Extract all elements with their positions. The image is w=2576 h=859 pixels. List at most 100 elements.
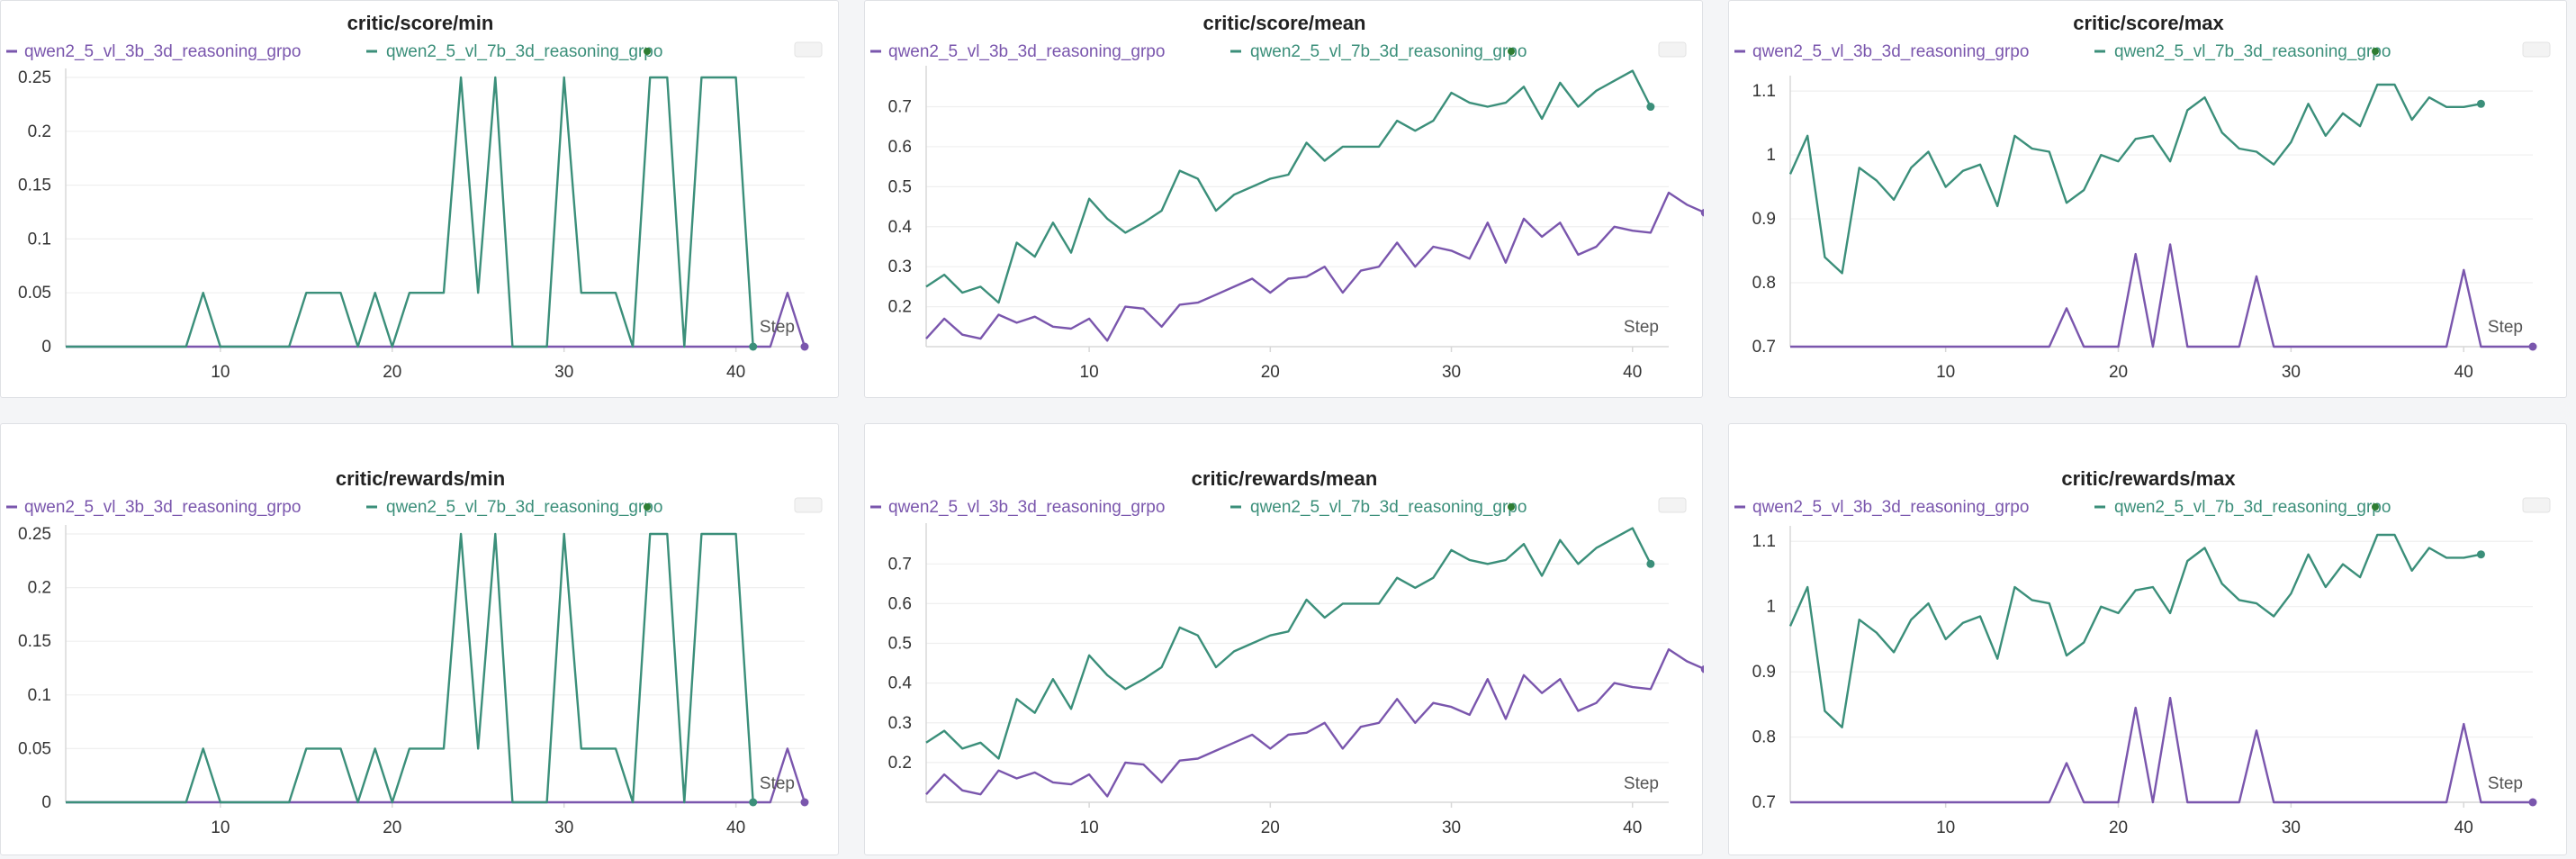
- y-tick-label: 0.8: [1752, 728, 1776, 747]
- x-tick-label: 40: [1623, 818, 1642, 837]
- chart-title: critic/score/mean: [1203, 12, 1366, 34]
- series-line-7b[interactable]: [66, 76, 754, 348]
- series-end-point-7b: [1646, 103, 1655, 112]
- legend[interactable]: qwen2_5_vl_3b_3d_reasoning_grpo qwen2_5_v…: [870, 498, 1527, 517]
- y-tick-label: 0: [41, 338, 51, 357]
- x-axis-label: Step: [1624, 774, 1659, 793]
- legend-label-3b[interactable]: qwen2_5_vl_3b_3d_reasoning_grpo: [888, 498, 1165, 517]
- series-line-3b[interactable]: [66, 292, 806, 348]
- legend[interactable]: qwen2_5_vl_3b_3d_reasoning_grpo qwen2_5_v…: [1734, 42, 2391, 61]
- y-tick-label: 0: [41, 793, 51, 812]
- y-tick-label: 0.2: [888, 754, 912, 773]
- legend[interactable]: qwen2_5_vl_3b_3d_reasoning_grpo qwen2_5_v…: [6, 42, 662, 61]
- series-end-point-3b: [2528, 342, 2537, 351]
- legend[interactable]: qwen2_5_vl_3b_3d_reasoning_grpo qwen2_5_v…: [1734, 498, 2391, 517]
- x-tick-label: 40: [726, 818, 745, 837]
- y-tick-label: 0.15: [18, 176, 51, 195]
- chart-panel-rewards-min: critic/rewards/min qwen2_5_vl_3b_3d_reaso…: [0, 423, 839, 855]
- y-tick-label: 0.7: [1752, 793, 1776, 812]
- x-tick-label: 20: [2109, 363, 2128, 382]
- y-tick-label: 1.1: [1752, 532, 1776, 551]
- panel-menu-button[interactable]: [1658, 497, 1687, 513]
- series-line-3b[interactable]: [66, 747, 806, 804]
- series-end-point-7b: [2476, 550, 2485, 559]
- y-tick-label: 0.6: [888, 138, 912, 157]
- panel-menu-button[interactable]: [2522, 41, 2551, 58]
- x-axis-label: Step: [1624, 318, 1659, 337]
- series-line-3b[interactable]: [925, 191, 1704, 342]
- legend[interactable]: qwen2_5_vl_3b_3d_reasoning_grpo qwen2_5_v…: [6, 498, 662, 517]
- legend-label-3b[interactable]: qwen2_5_vl_3b_3d_reasoning_grpo: [888, 42, 1165, 61]
- series-line-3b[interactable]: [925, 647, 1704, 798]
- chart-title: critic/rewards/min: [336, 467, 505, 490]
- series-line-3b[interactable]: [1790, 243, 2533, 348]
- legend-label-7b[interactable]: qwen2_5_vl_7b_3d_reasoning_grpo: [1250, 42, 1527, 61]
- legend-label-3b[interactable]: qwen2_5_vl_3b_3d_reasoning_grpo: [1752, 498, 2029, 517]
- x-tick-label: 30: [554, 363, 573, 382]
- series-end-point-3b: [1700, 665, 1704, 674]
- chart-svg: critic/rewards/min qwen2_5_vl_3b_3d_reaso…: [6, 467, 823, 837]
- panel-menu-button[interactable]: [794, 41, 823, 58]
- panel-menu-button[interactable]: [794, 497, 823, 513]
- y-tick-label: 0.4: [888, 674, 913, 693]
- chart-title: critic/score/min: [347, 12, 494, 34]
- legend-dot-7b: [644, 48, 651, 55]
- legend-label-3b[interactable]: qwen2_5_vl_3b_3d_reasoning_grpo: [24, 498, 301, 517]
- x-tick-label: 20: [2109, 818, 2128, 837]
- series-line-7b[interactable]: [66, 532, 754, 804]
- series-end-point-3b: [1700, 208, 1704, 217]
- y-tick-label: 0.5: [888, 635, 912, 654]
- legend-label-7b[interactable]: qwen2_5_vl_7b_3d_reasoning_grpo: [1250, 498, 1527, 517]
- y-tick-label: 0.7: [888, 98, 912, 117]
- x-tick-label: 10: [1936, 363, 1955, 382]
- y-tick-label: 0.5: [888, 177, 912, 196]
- series-line-7b[interactable]: [1788, 533, 2481, 728]
- y-tick-label: 0.05: [18, 739, 51, 758]
- x-tick-label: 40: [2454, 818, 2473, 837]
- series-end-point-7b: [1646, 559, 1655, 568]
- panel-menu-button[interactable]: [2522, 497, 2551, 513]
- chart-panel-score-max: critic/score/max qwen2_5_vl_3b_3d_reasoni…: [1728, 0, 2567, 398]
- x-tick-label: 20: [1261, 818, 1280, 837]
- series-end-point-7b: [2476, 99, 2485, 108]
- legend-label-7b[interactable]: qwen2_5_vl_7b_3d_reasoning_grpo: [2114, 42, 2391, 61]
- panel-menu-button[interactable]: [1658, 41, 1687, 58]
- legend-dot-7b: [2372, 503, 2379, 511]
- legend-label-7b[interactable]: qwen2_5_vl_7b_3d_reasoning_grpo: [2114, 498, 2391, 517]
- y-tick-label: 0.6: [888, 594, 912, 613]
- y-tick-label: 0.7: [888, 555, 912, 574]
- legend-dot-7b: [1508, 503, 1515, 511]
- y-tick-label: 0.25: [18, 68, 51, 87]
- series-end-point-3b: [2528, 798, 2537, 807]
- x-axis-label: Step: [760, 318, 795, 337]
- series-end-point-3b: [800, 798, 809, 807]
- y-tick-label: 0.2: [28, 122, 51, 141]
- y-tick-label: 0.15: [18, 632, 51, 651]
- legend-label-3b[interactable]: qwen2_5_vl_3b_3d_reasoning_grpo: [1752, 42, 2029, 61]
- series-end-point-3b: [800, 342, 809, 351]
- legend[interactable]: qwen2_5_vl_3b_3d_reasoning_grpo qwen2_5_v…: [870, 42, 1527, 61]
- y-tick-label: 0.25: [18, 525, 51, 544]
- y-tick-label: 0.9: [1752, 210, 1776, 229]
- x-tick-label: 30: [2282, 818, 2301, 837]
- series-end-point-7b: [749, 798, 758, 807]
- chart-svg: critic/score/mean qwen2_5_vl_3b_3d_reason…: [870, 12, 1704, 382]
- x-tick-label: 20: [383, 363, 401, 382]
- x-tick-label: 30: [2282, 363, 2301, 382]
- legend-label-3b[interactable]: qwen2_5_vl_3b_3d_reasoning_grpo: [24, 42, 301, 61]
- x-tick-label: 10: [1080, 363, 1099, 382]
- x-tick-label: 30: [1442, 818, 1461, 837]
- y-tick-label: 0.9: [1752, 663, 1776, 682]
- y-tick-label: 0.1: [28, 686, 51, 705]
- series-line-7b[interactable]: [925, 527, 1652, 760]
- legend-label-7b[interactable]: qwen2_5_vl_7b_3d_reasoning_grpo: [386, 498, 662, 517]
- series-line-7b[interactable]: [925, 69, 1652, 304]
- chart-title: critic/score/max: [2073, 12, 2224, 34]
- legend-label-7b[interactable]: qwen2_5_vl_7b_3d_reasoning_grpo: [386, 42, 662, 61]
- series-line-7b[interactable]: [1788, 83, 2481, 275]
- y-tick-label: 0.8: [1752, 274, 1776, 293]
- chart-title: critic/rewards/mean: [1192, 467, 1378, 490]
- chart-svg: critic/score/min qwen2_5_vl_3b_3d_reasoni…: [6, 12, 823, 382]
- y-tick-label: 0.3: [888, 714, 912, 733]
- series-line-3b[interactable]: [1790, 696, 2533, 804]
